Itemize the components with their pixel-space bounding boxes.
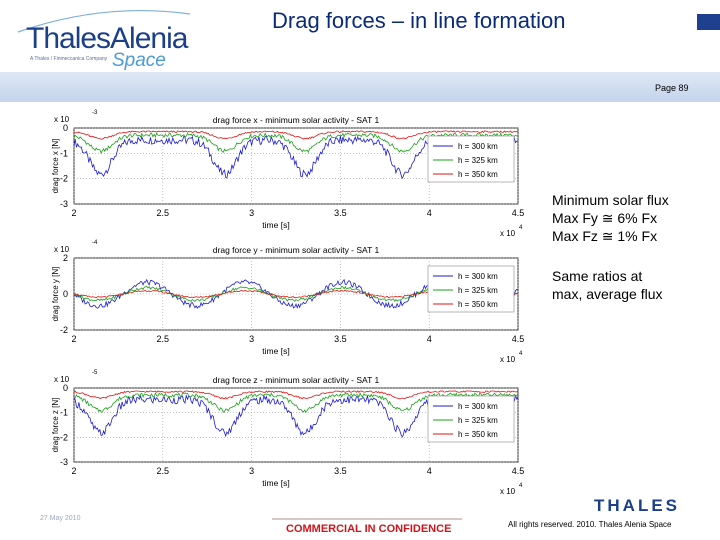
chart-3-x-axis-label: time [s]: [262, 478, 289, 488]
footer-confidential: COMMERCIAL IN CONFIDENCE: [286, 523, 452, 535]
chart-3-x-tick-label: 2.5: [157, 466, 170, 476]
chart-3-y-tick-label: -3: [60, 457, 68, 467]
chart-3-title: drag force z - minimum solar activity - …: [213, 375, 380, 385]
chart-1-y-multiplier: x 10: [54, 115, 70, 124]
chart-1-x-tick-label: 4.5: [512, 208, 525, 218]
note-line-4: Same ratios at: [552, 268, 643, 284]
chart-3-y-tick-label: -1: [60, 408, 68, 418]
footer-date: 27 May 2010: [40, 515, 81, 522]
chart-1-x-tick-label: 4: [427, 208, 432, 218]
chart-3-y-multiplier: x 10: [54, 375, 70, 384]
note-line-2: Max Fy ≅ 6% Fx: [552, 210, 658, 226]
chart-3-series-2-line: [73, 392, 519, 413]
chart-1-x-tick-label: 2.5: [157, 208, 170, 218]
chart-1-x-tick-label: 3.5: [334, 208, 347, 218]
chart-3-x-tick-label: 4.5: [512, 466, 525, 476]
chart-1-x-tick-label: 3: [249, 208, 254, 218]
chart-2-x-multiplier: x 10: [500, 355, 516, 364]
chart-1-x-axis-label: time [s]: [262, 220, 289, 230]
page-number: Page 89: [655, 83, 689, 93]
chart-3-x-exponent: 4: [519, 483, 523, 489]
note-line-5: max, average flux: [552, 286, 663, 302]
chart-3-y-tick-label: 0: [63, 383, 68, 393]
chart-2-x-tick-label: 3.5: [334, 334, 347, 344]
chart-2-x-tick-label: 2.5: [157, 334, 170, 344]
chart-2-legend-label: h = 350 km: [458, 300, 498, 309]
chart-1-legend-label: h = 350 km: [458, 170, 498, 179]
page-title: Drag forces – in line formation: [272, 8, 566, 33]
chart-2-legend-label: h = 325 km: [458, 286, 498, 295]
chart-1-y-tick-label: -1: [60, 148, 68, 158]
chart-3-x-tick-label: 3: [249, 466, 254, 476]
footer-rights: All rights reserved. 2010. Thales Alenia…: [508, 520, 672, 529]
chart-2-y-axis-label: drag force y [N]: [51, 267, 60, 322]
chart-1-legend-label: h = 325 km: [458, 156, 498, 165]
chart-2-y-multiplier: x 10: [54, 245, 70, 254]
chart-3-series-3-line: [73, 390, 519, 400]
note-line-1: Minimum solar flux: [552, 192, 669, 208]
chart-2-y-tick-label: 2: [63, 253, 68, 263]
chart-3-y-axis-label: drag force z [N]: [51, 398, 60, 453]
header-band: [0, 72, 720, 102]
chart-2-legend-label: h = 300 km: [458, 272, 498, 281]
chart-1-legend-label: h = 300 km: [458, 142, 498, 151]
chart-2-y-tick-label: 0: [63, 289, 68, 299]
chart-1-x-tick-label: 2: [71, 208, 76, 218]
chart-3-y-tick-label: -2: [60, 432, 68, 442]
chart-1-y-tick-label: -2: [60, 174, 68, 184]
chart-1-x-multiplier: x 10: [500, 229, 516, 238]
chart-2-x-exponent: 4: [519, 351, 523, 357]
chart-2-x-tick-label: 4.5: [512, 334, 525, 344]
chart-2-title: drag force y - minimum solar activity - …: [213, 245, 380, 255]
chart-1-title: drag force x - minimum solar activity - …: [213, 115, 380, 125]
chart-2-x-tick-label: 3: [249, 334, 254, 344]
chart-3-legend-label: h = 300 km: [458, 402, 498, 411]
note-line-3: Max Fz ≅ 1% Fx: [552, 228, 658, 244]
chart-3-legend-label: h = 350 km: [458, 430, 498, 439]
logo-wordmark: ThalesAlenia: [26, 22, 188, 55]
chart-3-x-multiplier: x 10: [500, 487, 516, 496]
chart-1-series-3-line: [74, 130, 519, 140]
chart-3-y-exponent: -5: [92, 370, 98, 376]
chart-2-x-tick-label: 2: [71, 334, 76, 344]
chart-3-legend-label: h = 325 km: [458, 416, 498, 425]
chart-1-y-tick-label: -3: [60, 199, 68, 209]
logo-swoosh-icon: [17, 9, 191, 33]
chart-2-x-axis-label: time [s]: [262, 346, 289, 356]
logo-space: Space: [112, 50, 166, 71]
chart-1-y-tick-label: 0: [63, 123, 68, 133]
logo-tagline: A Thales / Finmeccanica Company: [30, 56, 108, 62]
chart-2-y-tick-label: -2: [60, 325, 68, 335]
chart-1-x-exponent: 4: [519, 225, 523, 231]
footer-rule: [272, 518, 462, 520]
corner-decoration: [697, 14, 720, 30]
chart-1-series-2-line: [73, 132, 519, 154]
chart-3-x-tick-label: 3.5: [334, 466, 347, 476]
chart-3-x-tick-label: 2: [71, 466, 76, 476]
chart-1-y-axis-label: drag force x [N]: [51, 139, 60, 194]
chart-3-x-tick-label: 4: [427, 466, 432, 476]
chart-1-y-exponent: -3: [92, 110, 98, 116]
footer-brand-logo: THALES: [594, 496, 680, 515]
chart-2-y-exponent: -4: [92, 240, 98, 246]
chart-2-x-tick-label: 4: [427, 334, 432, 344]
